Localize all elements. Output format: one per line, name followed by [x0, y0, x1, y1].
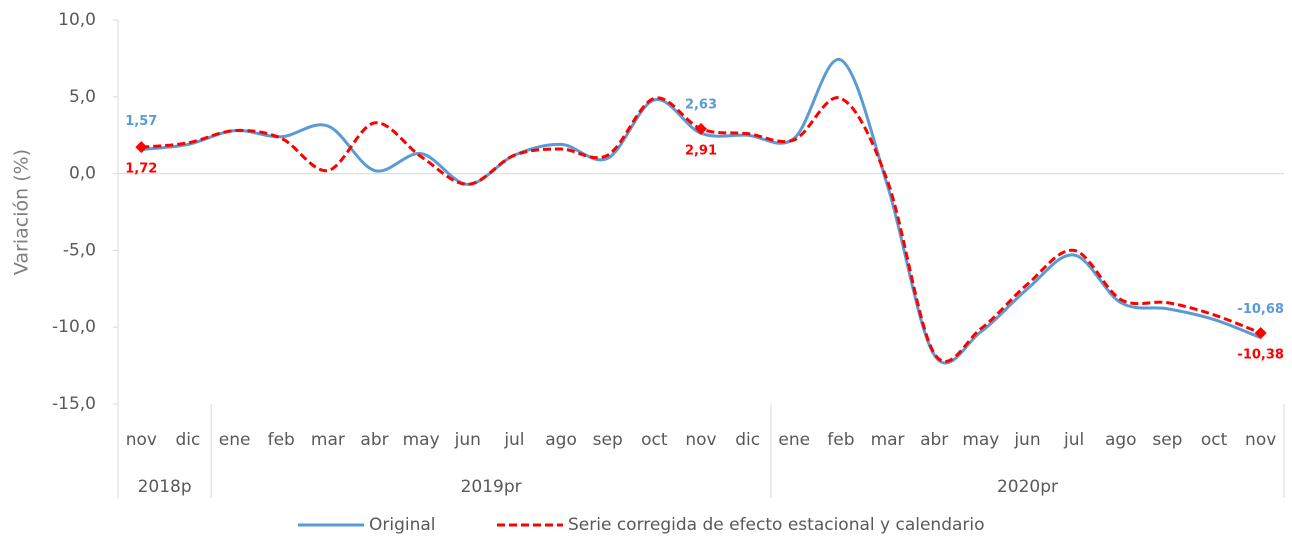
y-tick-label: 5,0	[69, 87, 96, 107]
x-tick-label: dic	[735, 430, 760, 450]
y-tick-label: -5,0	[63, 240, 96, 260]
x-tick-label: feb	[268, 430, 295, 450]
x-tick-label: jun	[454, 430, 481, 450]
group-label: 2020pr	[997, 477, 1058, 497]
data-label: 1,72	[125, 162, 157, 177]
x-tick-label: mar	[871, 430, 905, 450]
data-label: -10,68	[1237, 302, 1284, 317]
x-tick-label: may	[962, 430, 999, 450]
x-tick-label: ene	[778, 430, 810, 450]
x-tick-label: nov	[685, 430, 716, 450]
x-tick-label: dic	[176, 430, 201, 450]
series-line	[141, 58, 1262, 365]
x-tick-label: nov	[126, 430, 157, 450]
legend-label: Serie corregida de efecto estacional y c…	[568, 515, 985, 535]
y-tick-label: -10,0	[52, 317, 96, 337]
x-tick-label: jul	[1063, 430, 1084, 450]
marker	[135, 141, 148, 154]
legend-label: Original	[369, 515, 436, 535]
y-tick-label: 0,0	[69, 164, 96, 184]
y-axis-title: Variación (%)	[11, 149, 33, 275]
y-tick-label: 10,0	[58, 10, 96, 30]
series-line	[141, 96, 1262, 363]
group-label: 2019pr	[461, 477, 522, 497]
x-tick-label: mar	[311, 430, 345, 450]
x-tick-label: ago	[545, 430, 577, 450]
x-tick-label: jul	[503, 430, 524, 450]
group-label: 2018p	[138, 477, 192, 497]
x-tick-label: nov	[1245, 430, 1276, 450]
x-tick-label: jun	[1013, 430, 1040, 450]
x-tick-label: sep	[593, 430, 623, 450]
x-tick-label: may	[403, 430, 440, 450]
marker	[1254, 327, 1267, 340]
x-tick-label: abr	[920, 430, 948, 450]
x-tick-label: oct	[641, 430, 668, 450]
marker	[695, 122, 707, 135]
data-label: 2,91	[685, 143, 717, 158]
data-label: 2,63	[685, 98, 717, 113]
data-label: -10,38	[1237, 348, 1284, 363]
x-tick-label: ago	[1105, 430, 1137, 450]
x-tick-label: oct	[1201, 430, 1228, 450]
y-tick-label: -15,0	[52, 394, 96, 414]
x-tick-label: sep	[1152, 430, 1182, 450]
data-label: 1,57	[125, 114, 157, 129]
x-tick-label: abr	[360, 430, 388, 450]
x-tick-label: ene	[219, 430, 251, 450]
x-tick-label: feb	[827, 430, 854, 450]
